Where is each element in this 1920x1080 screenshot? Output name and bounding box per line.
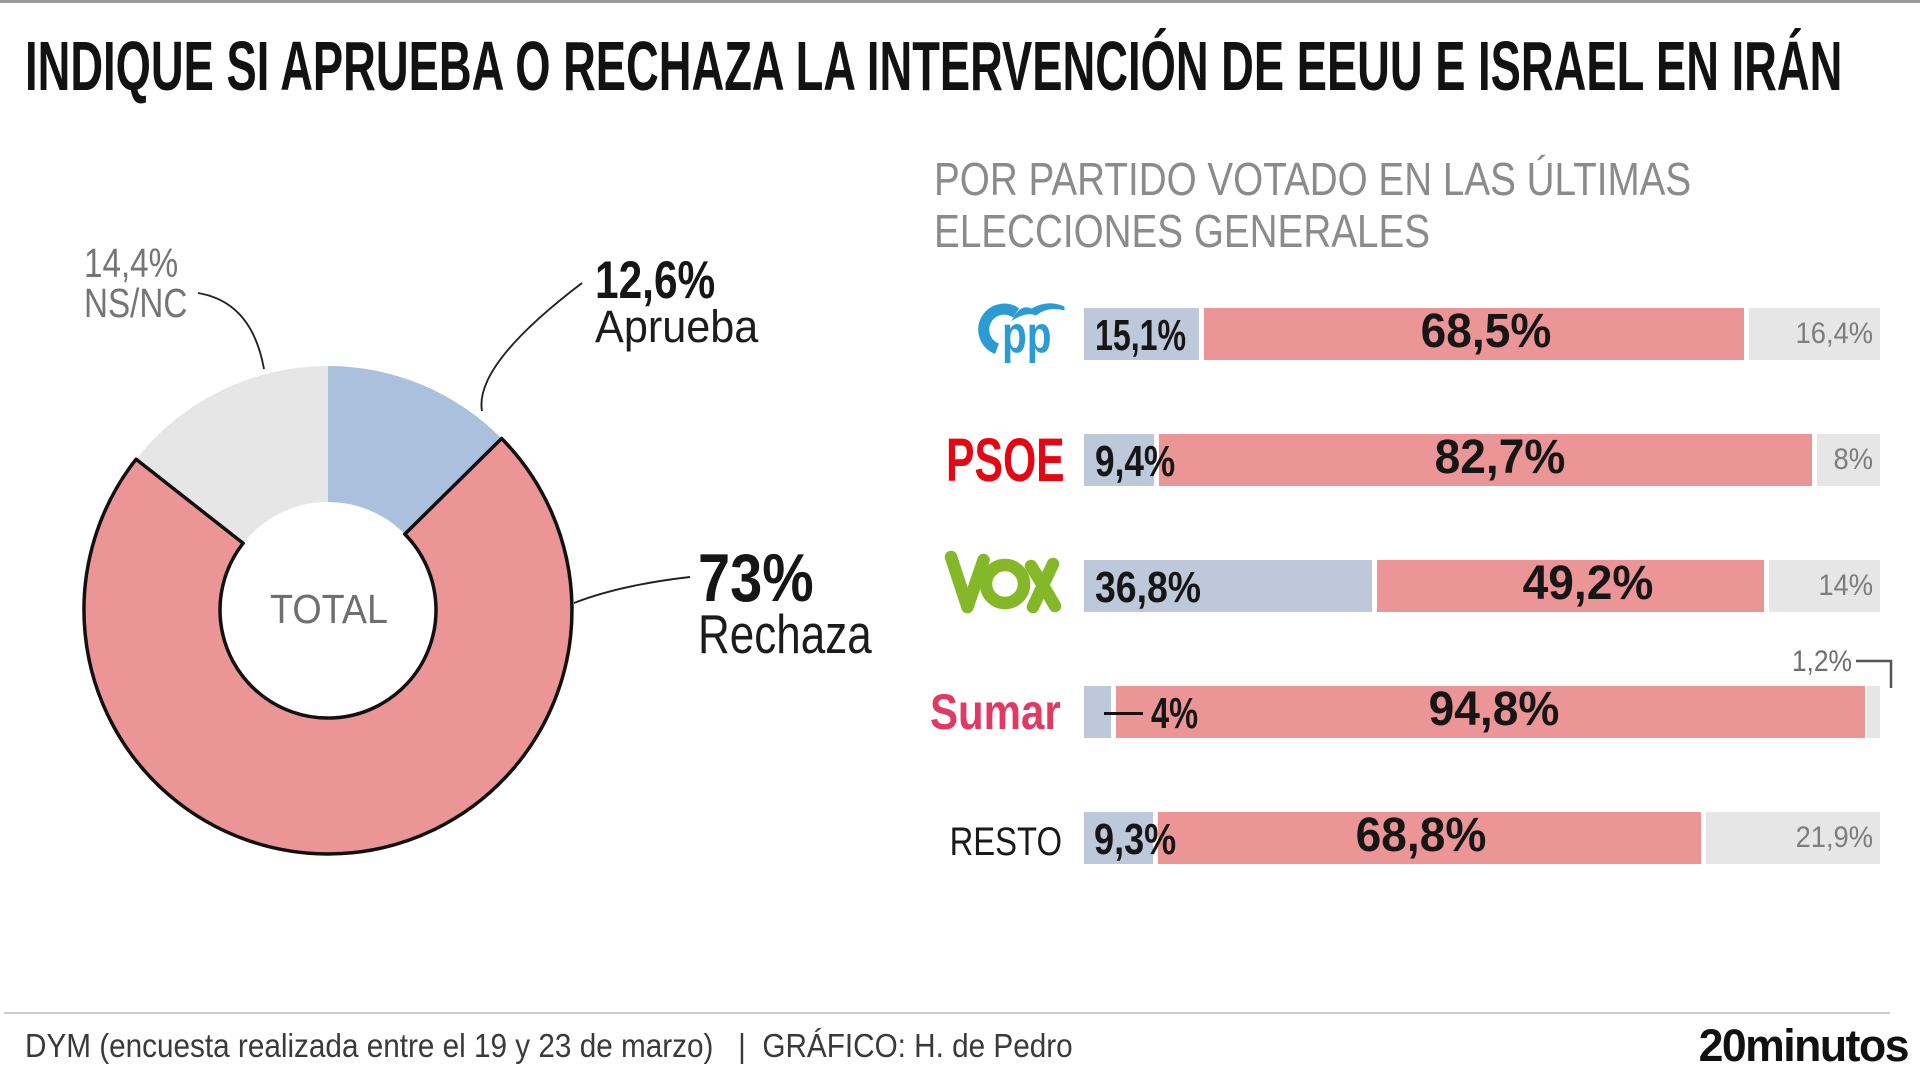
svg-text:pp: pp: [1002, 305, 1052, 363]
